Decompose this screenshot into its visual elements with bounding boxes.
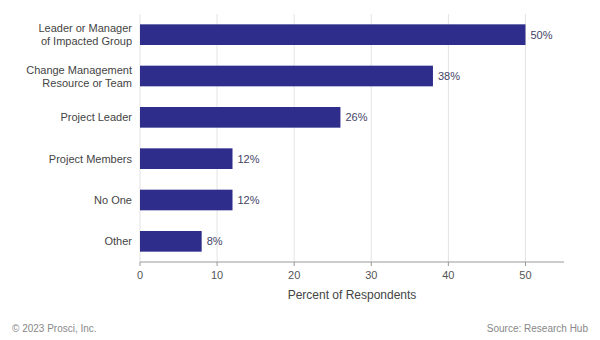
category-label: Leader or Managerof Impacted Group — [38, 22, 132, 47]
grid-line — [294, 14, 295, 262]
category-label-line: Resource or Team — [42, 77, 132, 89]
category-label: Other — [104, 235, 132, 247]
tick-label: 40 — [442, 269, 454, 281]
chart: 0 10 20 30 40 50 8% 12% 12% 26% 38% 50% Other No One P… — [0, 0, 600, 340]
footer-note: © 2023 Prosci, Inc. — [12, 323, 97, 334]
bars — [140, 24, 525, 251]
category-label-line: No One — [94, 194, 132, 206]
category-label-line: Project Members — [49, 153, 133, 165]
grid-line — [448, 14, 449, 262]
bar — [140, 107, 340, 128]
tick-mark — [140, 262, 141, 266]
tick-mark — [448, 262, 449, 266]
tick-mark — [525, 262, 526, 266]
tick-label: 0 — [137, 269, 143, 281]
data-label: 38% — [438, 70, 460, 82]
tick-mark — [294, 262, 295, 266]
data-label: 12% — [238, 194, 260, 206]
category-label-line: Leader or Manager — [38, 22, 132, 34]
footer-note: Source: Research Hub — [487, 323, 589, 334]
bar — [140, 148, 233, 169]
bar — [140, 190, 233, 211]
grid-line — [371, 14, 372, 262]
data-label: 26% — [345, 111, 367, 123]
category-label-line: Project Leader — [60, 111, 132, 123]
data-label: 12% — [238, 153, 260, 165]
grid-line — [525, 14, 526, 262]
tick-mark — [217, 262, 218, 266]
bar — [140, 231, 202, 252]
tick-label: 20 — [288, 269, 300, 281]
tick-label: 30 — [365, 269, 377, 281]
data-label: 50% — [530, 29, 552, 41]
bar — [140, 66, 433, 87]
category-label: No One — [94, 194, 132, 206]
category-label: Change ManagementResource or Team — [26, 64, 132, 89]
category-label: Project Members — [49, 153, 133, 165]
tick-label: 10 — [211, 269, 223, 281]
grid-line — [140, 14, 141, 262]
category-label-line: of Impacted Group — [41, 35, 132, 47]
x-axis-label: Percent of Respondents — [288, 288, 417, 302]
category-label-line: Other — [104, 235, 132, 247]
category-label-line: Change Management — [26, 64, 132, 76]
grid — [140, 14, 525, 262]
tick-mark — [371, 262, 372, 266]
grid-line — [217, 14, 218, 262]
data-label: 8% — [207, 235, 223, 247]
category-label: Project Leader — [60, 111, 132, 123]
bar — [140, 24, 525, 45]
x-axis-line — [140, 262, 564, 263]
background — [0, 0, 600, 340]
tick-label: 50 — [519, 269, 531, 281]
